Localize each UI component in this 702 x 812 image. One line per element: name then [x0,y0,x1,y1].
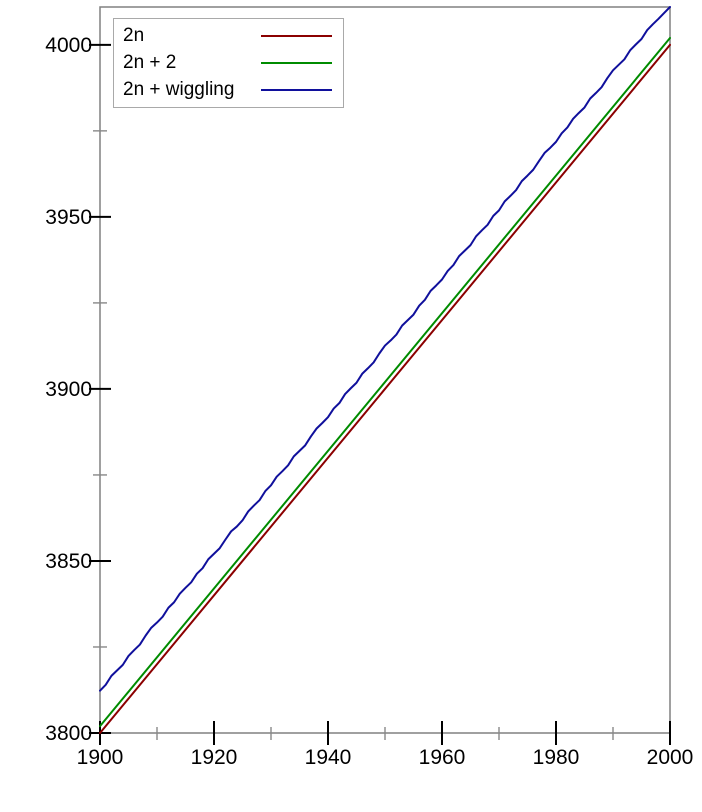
x-axis-tick-label: 1960 [419,746,466,769]
x-axis-tick-label: 1900 [77,746,124,769]
series-line-2n-plus-wiggling [99,6,671,692]
legend-line-swatch [261,34,332,37]
series-line-2n [99,43,671,734]
legend-item: 2n [123,22,334,49]
legend: 2n 2n + 2 2n + wiggling [113,18,344,108]
y-axis-tick-label: 3900 [45,378,92,401]
legend-label: 2n [123,24,145,46]
y-axis-tick-label: 3950 [45,206,92,229]
x-axis-tick-label: 1940 [305,746,352,769]
y-axis-tick-label: 3800 [45,722,92,745]
y-axis-tick-label: 3850 [45,550,92,573]
legend-item: 2n + 2 [123,49,334,76]
legend-line-swatch [261,61,332,64]
x-axis-tick-label: 1920 [191,746,238,769]
legend-label: 2n + 2 [123,51,177,73]
legend-label: 2n + wiggling [123,79,235,101]
y-axis-tick-label: 4000 [45,34,92,57]
x-axis-tick-label: 1980 [533,746,580,769]
x-axis-tick-label: 2000 [647,746,694,769]
legend-item: 2n + wiggling [123,77,334,104]
series-line-2n-plus-2 [99,36,671,728]
legend-line-swatch [261,89,332,92]
